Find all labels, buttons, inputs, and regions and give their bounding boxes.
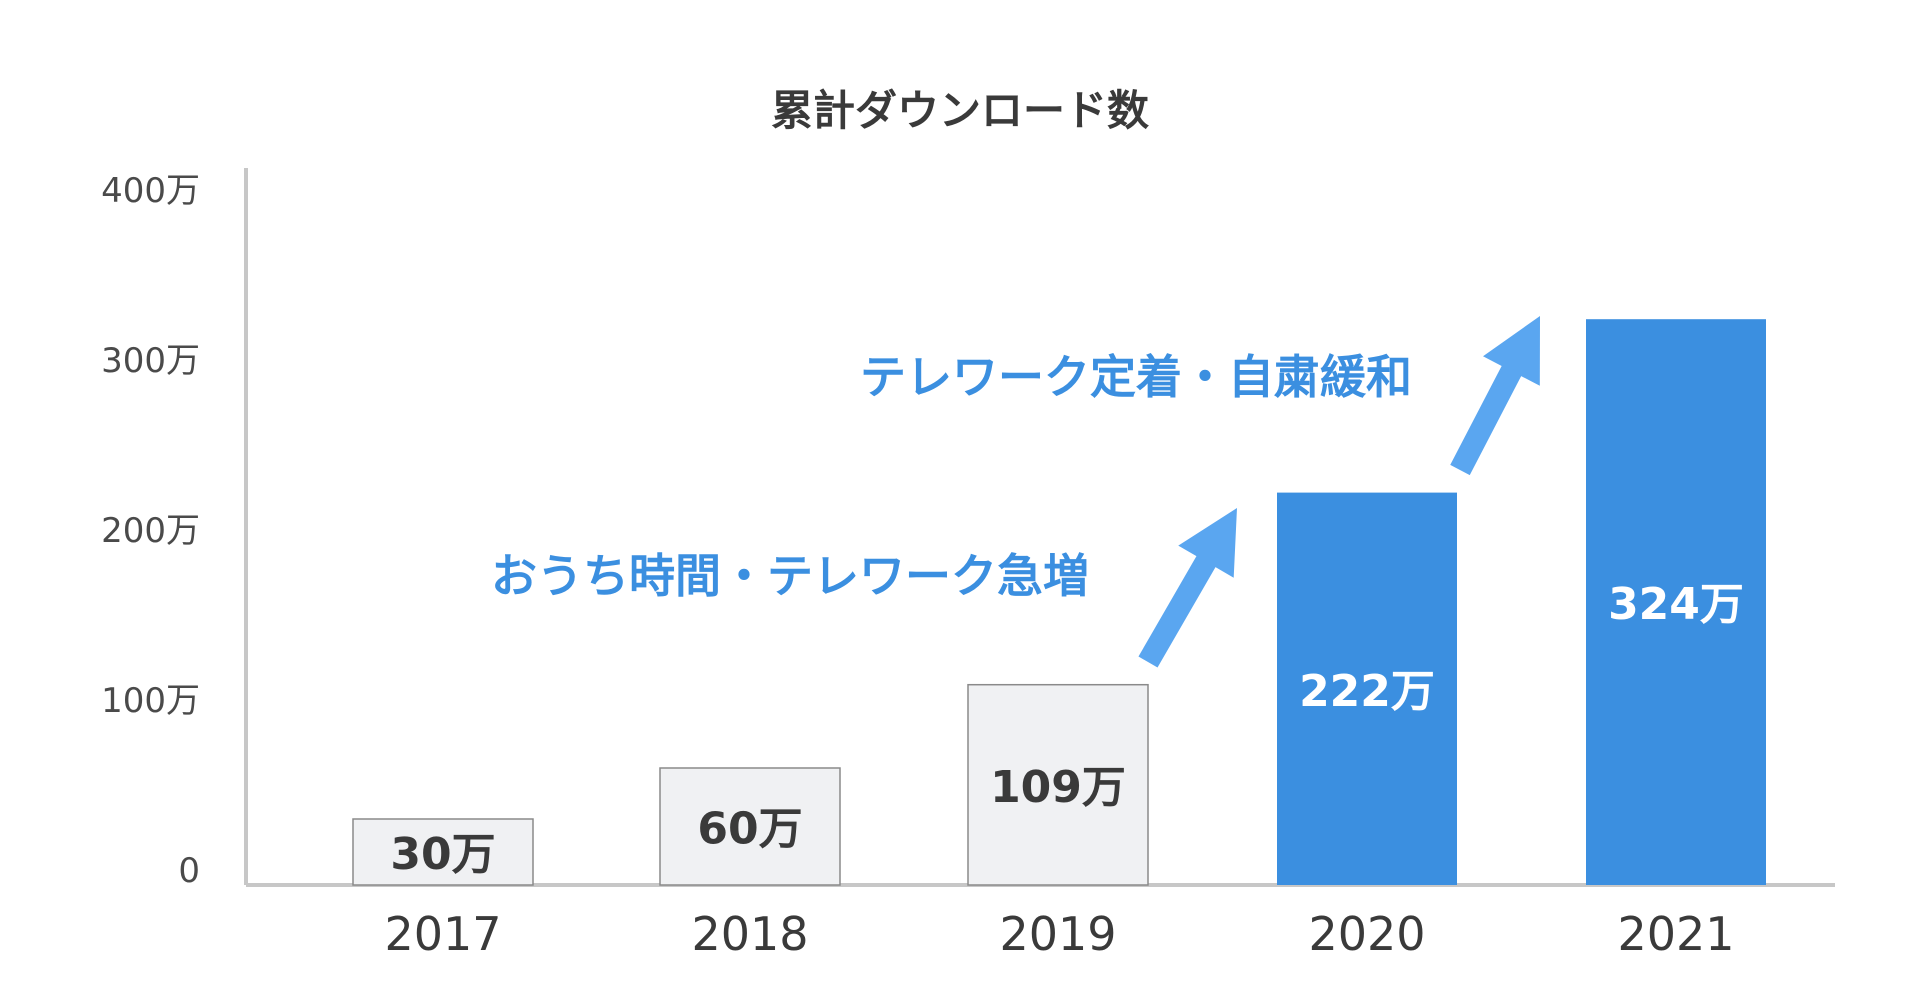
- x-tick-label: 2020: [1308, 907, 1425, 961]
- bar-value-label-2021: 324万: [1608, 579, 1744, 630]
- x-tick-label: 2017: [384, 907, 501, 961]
- y-tick-label: 300万: [101, 341, 200, 381]
- bar-2021: [1586, 319, 1766, 885]
- y-tick-label: 100万: [101, 681, 200, 721]
- x-tick-labels: 2017 2018 2019 2020 2021: [384, 907, 1734, 961]
- y-tick-labels: 0 100万 200万 300万 400万: [101, 171, 200, 891]
- annotations: おうち時間・テレワーク急増 テレワーク定着・自粛緩和: [491, 316, 1540, 668]
- bar-value-label-2019: 109万: [990, 762, 1126, 813]
- bar-2019: [967, 683, 1149, 886]
- bar-2017: [352, 818, 534, 886]
- arrow-growth-2020-2021-shape: [1450, 316, 1540, 476]
- chart-title: 累計ダウンロード数: [771, 86, 1149, 135]
- x-tick-label: 2021: [1617, 907, 1734, 961]
- bar-value-label-2020: 222万: [1299, 666, 1435, 717]
- arrow-growth-2019-2020-shape: [1138, 508, 1237, 668]
- y-tick-label: 0: [178, 851, 200, 891]
- bar-value-label-2017: 30万: [390, 829, 495, 880]
- annotation-text-1: おうち時間・テレワーク急増: [491, 549, 1089, 603]
- bars: 30万 60万 109万 222万 324万: [352, 319, 1766, 886]
- arrow-growth-2019-2020: [1138, 508, 1237, 668]
- y-tick-label: 400万: [101, 171, 200, 211]
- x-tick-label: 2018: [691, 907, 808, 961]
- bar-2018: [659, 767, 841, 886]
- arrow-growth-2020-2021: [1450, 316, 1540, 476]
- bar-2020: [1277, 492, 1457, 885]
- annotation-text-2: テレワーク定着・自粛緩和: [860, 350, 1412, 404]
- bar-value-label-2018: 60万: [697, 804, 802, 855]
- y-tick-label: 200万: [101, 511, 200, 551]
- x-tick-label: 2019: [999, 907, 1116, 961]
